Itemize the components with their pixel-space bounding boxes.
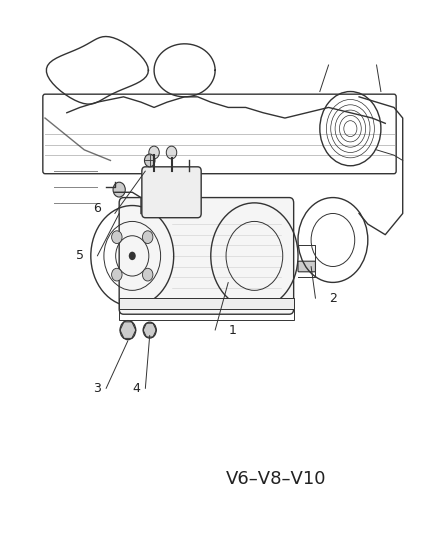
Circle shape xyxy=(148,146,159,159)
Text: 4: 4 xyxy=(132,382,140,395)
Circle shape xyxy=(143,322,156,338)
FancyBboxPatch shape xyxy=(297,261,315,272)
Circle shape xyxy=(120,320,135,340)
Circle shape xyxy=(128,252,135,260)
Circle shape xyxy=(113,182,125,197)
Text: 6: 6 xyxy=(93,201,101,215)
FancyBboxPatch shape xyxy=(141,167,201,217)
Circle shape xyxy=(142,231,152,244)
Circle shape xyxy=(142,268,152,281)
Text: V6–V8–V10: V6–V8–V10 xyxy=(226,470,326,488)
Circle shape xyxy=(111,231,122,244)
Bar xyxy=(119,298,293,309)
Text: 3: 3 xyxy=(93,382,101,395)
Text: 2: 2 xyxy=(328,292,336,305)
Circle shape xyxy=(144,154,155,167)
Circle shape xyxy=(111,268,122,281)
Text: 1: 1 xyxy=(228,324,236,337)
Circle shape xyxy=(166,146,177,159)
Text: 5: 5 xyxy=(76,249,84,262)
FancyBboxPatch shape xyxy=(119,198,293,314)
Bar xyxy=(119,298,293,319)
